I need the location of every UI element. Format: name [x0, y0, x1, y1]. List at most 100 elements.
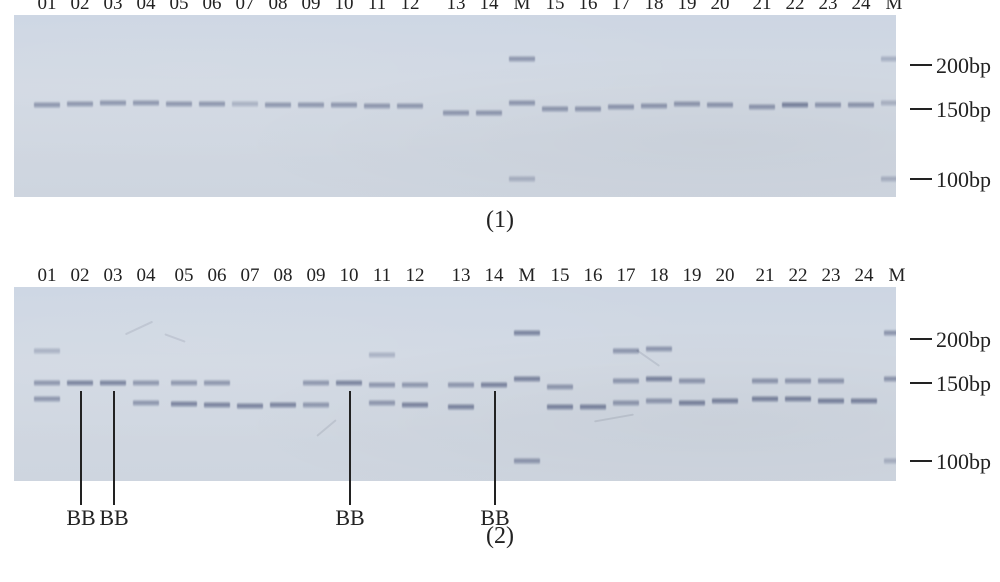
gel-band	[443, 109, 469, 117]
gel-band	[509, 175, 535, 183]
gel-band	[476, 109, 502, 117]
gel-band	[679, 399, 705, 407]
gel-band	[481, 381, 507, 389]
marker-tick	[910, 338, 932, 340]
gel-band	[641, 102, 667, 110]
gel-band	[270, 401, 296, 409]
lane-label: M	[878, 265, 916, 287]
gel-band	[514, 375, 540, 383]
gel-band	[881, 99, 896, 107]
gel-band	[369, 381, 395, 389]
gel-band	[298, 101, 324, 109]
gel-band	[100, 379, 126, 387]
gel-band	[133, 379, 159, 387]
gel-artifact	[594, 414, 634, 423]
gel-band	[542, 105, 568, 113]
lane-label: 04	[127, 265, 165, 287]
annotation-label: BB	[478, 505, 512, 531]
gel-band	[881, 175, 896, 183]
marker-tick	[910, 382, 932, 384]
gel-band	[402, 401, 428, 409]
gel-band	[133, 99, 159, 107]
gel-band	[547, 383, 573, 391]
gel-band	[204, 379, 230, 387]
gel-band	[34, 347, 60, 355]
gel-band	[881, 55, 896, 63]
marker-tick	[910, 460, 932, 462]
annotation-line	[80, 391, 82, 505]
annotation-line	[494, 391, 496, 505]
gel-band	[707, 101, 733, 109]
lane-labels-2: 0102030405060708091011121314M15161718192…	[14, 262, 896, 287]
gel-band	[884, 457, 896, 465]
gel-band	[580, 403, 606, 411]
gel-band	[608, 103, 634, 111]
gel-band	[646, 345, 672, 353]
gel-band	[237, 402, 263, 410]
gel-band	[514, 329, 540, 337]
gel-band	[448, 403, 474, 411]
gel-band	[509, 55, 535, 63]
gel-band	[232, 100, 258, 108]
lane-label: 20	[701, 0, 739, 15]
gel-band	[402, 381, 428, 389]
gel-band	[674, 100, 700, 108]
gel-band	[199, 100, 225, 108]
gel-band	[34, 379, 60, 387]
marker-label: 200bp	[936, 327, 991, 353]
gel-band	[509, 99, 535, 107]
marker-tick	[910, 108, 932, 110]
gel-band	[785, 395, 811, 403]
gel-band	[547, 403, 573, 411]
gel-wrap-2: 0102030405060708091011121314M15161718192…	[0, 262, 1000, 456]
gel-band	[67, 100, 93, 108]
gel-band	[782, 101, 808, 109]
lane-labels-1: 0102030405060708091011121314M15161718192…	[14, 0, 896, 15]
gel-band	[884, 375, 896, 383]
gel-band	[303, 401, 329, 409]
gel-band	[646, 375, 672, 383]
lane-label: 12	[391, 0, 429, 15]
gel-band	[752, 377, 778, 385]
gel-band	[752, 395, 778, 403]
marker-label: 150bp	[936, 371, 991, 397]
gel-band	[171, 379, 197, 387]
marker-label: 150bp	[936, 97, 991, 123]
gel-band	[303, 379, 329, 387]
gel-band	[369, 351, 395, 359]
marker-tick	[910, 178, 932, 180]
marker-tick	[910, 64, 932, 66]
gel-band	[336, 379, 362, 387]
annotation-label: BB	[97, 505, 131, 531]
gel-band	[646, 397, 672, 405]
annotation-line	[349, 391, 351, 505]
gel-band	[369, 399, 395, 407]
gel-band	[679, 377, 705, 385]
gel-band	[265, 101, 291, 109]
gel-panel-1: 0102030405060708091011121314M15161718192…	[0, 0, 1000, 172]
gel-artifact	[164, 333, 185, 342]
gel-image-1	[14, 15, 896, 197]
gel-band	[448, 381, 474, 389]
gel-artifact	[316, 419, 336, 437]
gel-band	[34, 101, 60, 109]
gel-band	[34, 395, 60, 403]
gel-band	[171, 400, 197, 408]
gel-artifact	[125, 321, 153, 335]
annotation-line	[113, 391, 115, 505]
gel-band	[67, 379, 93, 387]
panel-caption-1: (1)	[0, 207, 1000, 234]
marker-label: 100bp	[936, 167, 991, 193]
gel-band	[133, 399, 159, 407]
lane-label: M	[875, 0, 913, 15]
annotation-label: BB	[333, 505, 367, 531]
gel-band	[785, 377, 811, 385]
gel-band	[815, 101, 841, 109]
marker-label: 200bp	[936, 53, 991, 79]
gel-wrap-1: 0102030405060708091011121314M15161718192…	[0, 0, 1000, 172]
gel-band	[100, 99, 126, 107]
lane-label: 20	[706, 265, 744, 287]
lane-label: 12	[396, 265, 434, 287]
gel-band	[712, 397, 738, 405]
gel-band	[884, 329, 896, 337]
